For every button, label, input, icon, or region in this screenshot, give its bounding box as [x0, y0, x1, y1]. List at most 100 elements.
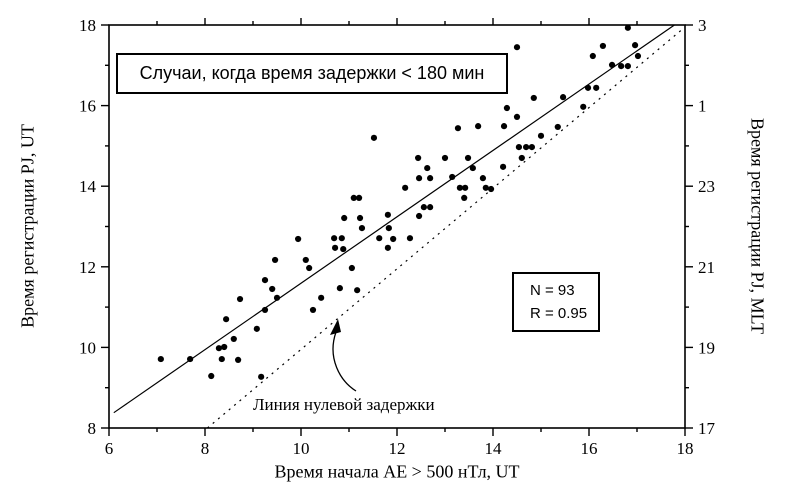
- data-point: [348, 264, 355, 272]
- data-point: [559, 94, 567, 101]
- data-point: [599, 42, 607, 50]
- y-left-tick-label: 12: [79, 258, 96, 277]
- data-point: [469, 164, 476, 172]
- condition-title-box: Случаи, когда время задержки < 180 мин: [116, 53, 508, 94]
- data-point: [479, 175, 487, 182]
- data-point: [424, 164, 431, 172]
- y-right-tick-label: 19: [698, 338, 715, 357]
- data-point: [513, 113, 521, 120]
- data-point: [187, 355, 194, 363]
- stats-box: N = 93 R = 0.95: [512, 272, 600, 332]
- data-point: [530, 94, 537, 102]
- data-point: [390, 235, 397, 243]
- data-point: [427, 204, 434, 211]
- zero-delay-arrowhead: [330, 319, 341, 335]
- data-point: [415, 154, 422, 162]
- data-point: [271, 256, 279, 264]
- data-point: [309, 306, 317, 314]
- data-point: [503, 104, 511, 112]
- data-point: [518, 154, 525, 162]
- data-point: [218, 355, 225, 363]
- data-point: [376, 235, 383, 242]
- right-axis-title: Время регистрации PJ, MLT: [747, 118, 768, 334]
- data-point: [631, 42, 639, 49]
- data-point: [261, 306, 269, 314]
- data-point: [221, 343, 228, 351]
- data-point: [370, 134, 378, 141]
- data-point: [634, 52, 642, 60]
- data-point: [499, 163, 507, 170]
- x-tick-label: 12: [389, 439, 406, 458]
- data-point: [306, 264, 313, 272]
- data-point: [336, 285, 343, 292]
- data-point: [589, 52, 596, 60]
- zero-delay-line-label: Линия нулевой задержки: [253, 395, 435, 414]
- data-point: [253, 325, 260, 332]
- x-axis-title: Время начала АЕ > 500 нТл, UT: [274, 461, 520, 482]
- data-point: [208, 372, 215, 380]
- data-point: [608, 61, 616, 68]
- data-point: [223, 316, 230, 323]
- data-point: [461, 194, 468, 201]
- data-point: [358, 225, 366, 232]
- data-point: [464, 154, 472, 162]
- data-point: [537, 132, 545, 139]
- data-point: [515, 144, 523, 151]
- data-point: [331, 244, 339, 251]
- y-left-tick-label: 16: [79, 97, 96, 116]
- data-point: [340, 245, 347, 253]
- data-point: [475, 123, 482, 130]
- x-tick-label: 16: [581, 439, 598, 458]
- data-point: [230, 335, 237, 343]
- data-point: [341, 214, 348, 222]
- data-point: [318, 294, 325, 301]
- data-point: [261, 276, 269, 284]
- data-point: [354, 287, 361, 294]
- data-point: [618, 63, 625, 70]
- data-point: [350, 194, 357, 201]
- data-point: [385, 225, 392, 232]
- data-point: [236, 295, 244, 303]
- data-point: [462, 184, 469, 191]
- y-right-tick-label: 3: [698, 16, 707, 35]
- data-point: [624, 24, 631, 31]
- data-point: [338, 235, 345, 242]
- y-left-tick-label: 8: [88, 419, 97, 438]
- data-point: [449, 173, 456, 181]
- data-point: [215, 345, 223, 352]
- y-right-tick-label: 17: [698, 419, 716, 438]
- data-point: [528, 144, 535, 151]
- data-point: [258, 373, 265, 380]
- data-point: [415, 212, 423, 220]
- data-point: [456, 184, 463, 191]
- data-point: [500, 123, 508, 130]
- y-right-tick-label: 21: [698, 258, 715, 277]
- y-right-tick-label: 23: [698, 177, 715, 196]
- data-point: [157, 355, 164, 363]
- y-left-tick-label: 18: [79, 16, 96, 35]
- stats-n-value: N = 93: [530, 281, 575, 299]
- data-point: [269, 285, 276, 293]
- data-point: [513, 44, 521, 51]
- data-point: [454, 125, 462, 132]
- data-point: [295, 235, 302, 243]
- regression-line: [113, 24, 675, 414]
- data-point: [554, 123, 561, 131]
- data-point: [331, 235, 338, 242]
- data-point: [420, 204, 427, 211]
- y-right-tick-label: 1: [698, 97, 707, 116]
- condition-title-text: Случаи, когда время задержки < 180 мин: [139, 63, 485, 83]
- data-point: [235, 356, 242, 363]
- y-left-tick-label: 10: [79, 338, 96, 357]
- data-point: [487, 185, 495, 193]
- data-point: [384, 211, 391, 218]
- x-tick-label: 18: [677, 439, 694, 458]
- data-point: [427, 175, 434, 182]
- data-point: [441, 154, 449, 162]
- data-point: [302, 256, 309, 264]
- left-axis-title: Время регистрации PJ, UT: [17, 124, 38, 328]
- stats-r-value: R = 0.95: [530, 305, 588, 322]
- data-point: [482, 184, 489, 191]
